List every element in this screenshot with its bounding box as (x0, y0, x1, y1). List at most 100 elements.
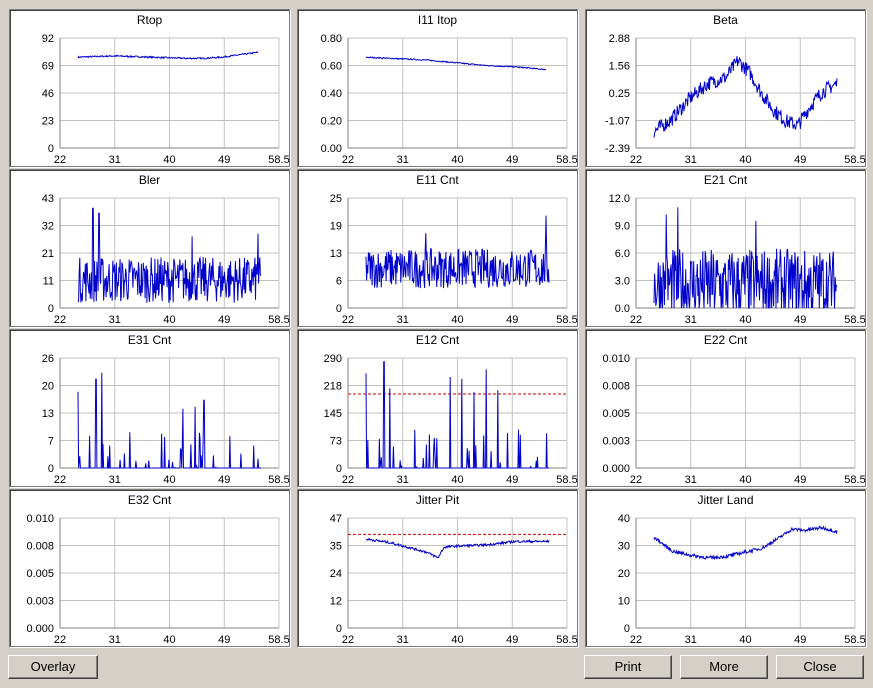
x-tick-label: 22 (342, 474, 354, 486)
series-line-0 (77, 372, 261, 469)
y-tick-label: 12.0 (609, 193, 630, 205)
x-tick-label: 40 (739, 634, 751, 646)
y-tick-label: 20 (618, 568, 630, 580)
y-tick-label: 0.005 (602, 408, 630, 420)
x-tick-label: 58.5 (844, 634, 865, 646)
chart-panel-4: E11 Cnt 22 31 40 49 58.5 0 6 13 19 25 (297, 169, 578, 327)
x-tick-label: 22 (54, 634, 66, 646)
chart-panel-6: E31 Cnt 22 31 40 49 58.5 0 7 13 20 26 (9, 329, 290, 487)
chart-title: Jitter Land (697, 493, 754, 507)
y-tick-label: 32 (42, 221, 54, 233)
chart-title: E22 Cnt (703, 333, 748, 347)
x-tick-label: 31 (685, 154, 697, 166)
series-line-0 (653, 207, 838, 309)
y-tick-label: 0.003 (26, 596, 54, 608)
x-tick-label: 58.5 (268, 314, 289, 326)
series-line-0 (365, 56, 547, 71)
chart-panel-10: Jitter Pit 22 31 40 49 58.5 0 12 24 35 47 (297, 489, 578, 647)
chart-panel-7: E12 Cnt 22 31 40 49 58.5 0 73 145 218 290 (297, 329, 578, 487)
y-tick-label: 25 (330, 193, 342, 205)
series-line-0 (365, 537, 550, 559)
chart-svg: 22 31 40 49 58.5 -2.39 -1.07 0.25 1.56 2.88 (605, 33, 866, 166)
chart-title: E21 Cnt (703, 173, 748, 187)
x-tick-label: 58.5 (556, 314, 577, 326)
print-button[interactable]: Print (584, 655, 672, 679)
y-tick-label: 35 (330, 541, 342, 553)
x-tick-label: 49 (794, 474, 806, 486)
x-tick-label: 40 (163, 154, 175, 166)
chart-title: E12 Cnt (415, 333, 460, 347)
x-tick-label: 31 (397, 154, 409, 166)
y-tick-label: 0.003 (602, 436, 630, 448)
x-tick-label: 40 (451, 314, 463, 326)
x-tick-label: 58.5 (268, 634, 289, 646)
more-button[interactable]: More (680, 655, 768, 679)
y-tick-label: -1.07 (605, 116, 630, 128)
y-tick-label: 40 (618, 513, 630, 525)
x-tick-label: 40 (739, 314, 751, 326)
chart-title: Rtop (136, 13, 163, 27)
chart-svg: 22 31 40 49 58.5 0.00 0.20 0.40 0.60 0.80 (321, 33, 578, 166)
y-tick-label: 0.80 (321, 33, 342, 45)
y-tick-label: 9.0 (615, 221, 630, 233)
x-tick-label: 40 (451, 154, 463, 166)
overlay-button[interactable]: Overlay (8, 655, 98, 679)
y-tick-label: 11 (43, 276, 54, 288)
chart-panel-9: E32 Cnt 22 31 40 49 58.5 0.000 0.003 0.005 0.008 0… (9, 489, 290, 647)
y-tick-label: 10 (618, 596, 630, 608)
chart-title: E31 Cnt (127, 333, 172, 347)
x-tick-label: 31 (109, 474, 121, 486)
chart-title: Jitter Pit (415, 493, 460, 507)
x-tick-label: 58.5 (556, 154, 577, 166)
x-tick-label: 49 (218, 634, 230, 646)
x-tick-label: 49 (794, 634, 806, 646)
x-tick-label: 40 (739, 154, 751, 166)
close-button[interactable]: Close (776, 655, 864, 679)
y-tick-label: 0 (336, 623, 342, 635)
x-tick-label: 49 (218, 154, 230, 166)
x-tick-label: 58.5 (556, 474, 577, 486)
x-tick-label: 58.5 (844, 474, 865, 486)
chart-panel-5: E21 Cnt 22 31 40 49 58.5 0.0 3.0 6.0 9.0 12.0 (585, 169, 866, 327)
chart-svg: 22 31 40 49 58.5 0.0 3.0 6.0 9.0 12.0 (609, 193, 866, 326)
x-tick-label: 58.5 (268, 474, 289, 486)
chart-svg: 22 31 40 49 58.5 0 12 24 35 47 (330, 513, 578, 646)
x-tick-label: 40 (163, 474, 175, 486)
y-tick-label: 13 (42, 408, 54, 420)
x-tick-label: 58.5 (844, 154, 865, 166)
y-tick-label: 0.0 (615, 303, 630, 315)
x-tick-label: 40 (163, 634, 175, 646)
y-tick-label: 73 (330, 436, 342, 448)
series-line-0 (365, 361, 549, 469)
x-tick-label: 31 (397, 474, 409, 486)
x-tick-label: 49 (218, 474, 230, 486)
chart-panel-11: Jitter Land 22 31 40 49 58.5 0 10 20 30 40 (585, 489, 866, 647)
x-tick-label: 49 (218, 314, 230, 326)
chart-svg: 22 31 40 49 58.5 0 11 21 32 43 (42, 193, 290, 326)
series-line-0 (365, 215, 550, 289)
y-tick-label: 7 (48, 436, 54, 448)
chart-svg: 22 31 40 49 58.5 0 6 13 19 25 (330, 193, 578, 326)
y-tick-label: 47 (330, 513, 342, 525)
x-tick-label: 49 (794, 314, 806, 326)
x-tick-label: 31 (397, 634, 409, 646)
y-tick-label: 0.008 (26, 541, 54, 553)
x-tick-label: 49 (506, 474, 518, 486)
chart-panel-3: Bler 22 31 40 49 58.5 0 11 21 32 43 (9, 169, 290, 327)
y-tick-label: 21 (42, 248, 54, 260)
y-tick-label: 30 (618, 541, 630, 553)
y-tick-label: 0.60 (321, 61, 342, 73)
y-tick-label: 0 (336, 463, 342, 475)
chart-title: E11 Cnt (416, 173, 459, 187)
x-tick-label: 31 (685, 314, 697, 326)
x-tick-label: 58.5 (268, 154, 289, 166)
y-tick-label: 0.00 (321, 143, 342, 155)
chart-svg: 22 31 40 49 58.5 0 10 20 30 40 (618, 513, 866, 646)
chart-panel-0: Rtop 22 31 40 49 58.5 0 23 46 69 92 (9, 9, 290, 167)
y-tick-label: 3.0 (615, 276, 630, 288)
chart-svg: 22 31 40 49 58.5 0.000 0.003 0.005 0.008 0.010 (602, 353, 865, 486)
series-line-0 (653, 56, 838, 138)
x-tick-label: 22 (54, 474, 66, 486)
series-line-0 (77, 51, 259, 61)
x-tick-label: 58.5 (844, 314, 865, 326)
